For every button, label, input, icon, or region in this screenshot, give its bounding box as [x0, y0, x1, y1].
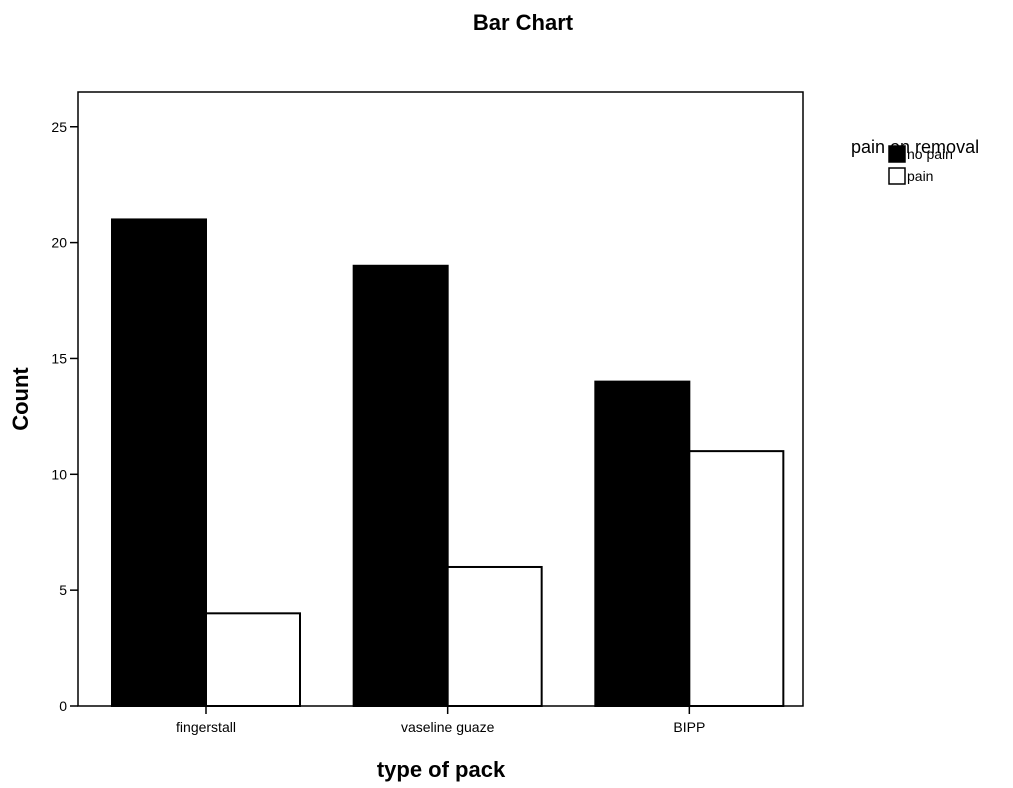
bar-no-pain-0	[111, 218, 207, 707]
legend-label: pain	[907, 168, 933, 184]
legend-swatch-pain	[888, 167, 906, 185]
y-axis: 0 5 10 15 20 25	[51, 119, 78, 714]
bar-no-pain-2	[594, 380, 691, 707]
y-tick-label: 20	[51, 235, 67, 251]
y-tick-label: 0	[59, 698, 67, 714]
legend-label: no pain	[907, 146, 953, 162]
y-tick-label: 5	[59, 582, 67, 598]
y-tick-label: 15	[51, 350, 67, 366]
bar-no-pain-1	[352, 264, 449, 707]
x-tick-label: fingerstall	[176, 719, 236, 735]
legend-swatch-no-pain	[888, 145, 906, 163]
y-axis-label: Count	[8, 367, 33, 431]
x-tick-label: BIPP	[673, 719, 705, 735]
x-axis: fingerstall vaseline guaze BIPP	[176, 706, 705, 735]
x-tick-label: vaseline guaze	[401, 719, 495, 735]
chart-title: Bar Chart	[473, 10, 574, 35]
bar-pain-1	[446, 565, 543, 708]
bar-pain-2	[688, 450, 785, 707]
bars-group	[111, 218, 785, 708]
bar-pain-0	[205, 612, 301, 707]
legend-title: pain on removal	[851, 137, 979, 157]
y-tick-label: 10	[51, 466, 67, 482]
y-tick-label: 25	[51, 119, 67, 135]
legend: pain on removal no pain pain	[851, 137, 979, 185]
x-axis-label: type of pack	[377, 757, 506, 782]
